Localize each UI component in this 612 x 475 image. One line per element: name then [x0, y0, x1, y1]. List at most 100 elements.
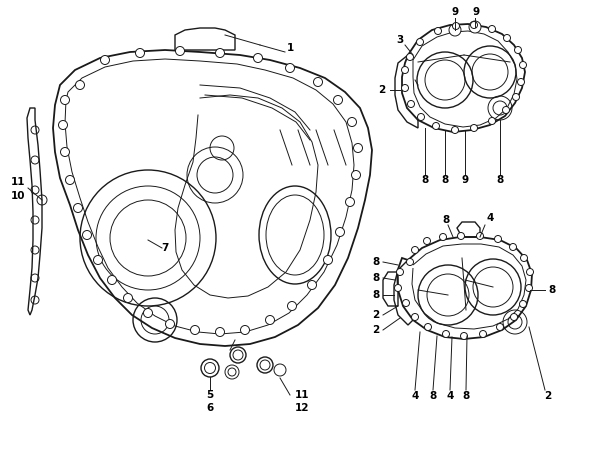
Circle shape	[411, 247, 419, 254]
Circle shape	[435, 28, 441, 35]
Text: 2: 2	[372, 325, 379, 335]
Circle shape	[401, 85, 408, 92]
Circle shape	[346, 198, 354, 207]
Circle shape	[433, 123, 439, 130]
Circle shape	[395, 285, 401, 292]
Circle shape	[411, 314, 419, 321]
Circle shape	[286, 64, 294, 73]
Circle shape	[417, 38, 424, 46]
Circle shape	[488, 117, 496, 124]
Circle shape	[108, 276, 116, 285]
Text: 7: 7	[162, 243, 169, 253]
Text: 9: 9	[461, 175, 469, 185]
Circle shape	[215, 48, 225, 57]
Text: 9: 9	[452, 7, 458, 17]
Circle shape	[351, 171, 360, 180]
Circle shape	[442, 331, 449, 338]
Circle shape	[83, 230, 92, 239]
Circle shape	[520, 301, 526, 307]
Text: 2: 2	[545, 391, 551, 401]
Circle shape	[471, 124, 477, 132]
Circle shape	[449, 24, 461, 36]
Text: 2: 2	[372, 310, 379, 320]
Circle shape	[477, 232, 483, 239]
Circle shape	[502, 106, 510, 114]
Circle shape	[425, 323, 431, 331]
Text: 3: 3	[397, 35, 404, 45]
Circle shape	[510, 244, 517, 250]
Circle shape	[165, 320, 174, 329]
Text: 8: 8	[372, 257, 379, 267]
Circle shape	[324, 256, 332, 265]
Circle shape	[494, 236, 501, 243]
Circle shape	[176, 47, 184, 56]
Text: 8: 8	[441, 175, 449, 185]
Circle shape	[288, 302, 296, 311]
Circle shape	[307, 281, 316, 289]
Circle shape	[73, 203, 83, 212]
Text: 8: 8	[430, 391, 436, 401]
Circle shape	[241, 325, 250, 334]
Circle shape	[520, 255, 528, 262]
Circle shape	[458, 232, 465, 239]
Circle shape	[417, 114, 425, 121]
Circle shape	[518, 78, 524, 86]
Circle shape	[526, 285, 532, 292]
Circle shape	[406, 54, 414, 60]
Circle shape	[65, 175, 75, 184]
Circle shape	[94, 256, 102, 265]
Circle shape	[215, 327, 225, 336]
Text: 11: 11	[11, 177, 25, 187]
Circle shape	[439, 234, 447, 240]
Circle shape	[469, 21, 481, 33]
Circle shape	[460, 332, 468, 340]
Text: 6: 6	[206, 403, 214, 413]
Circle shape	[504, 35, 510, 41]
Text: 12: 12	[295, 403, 309, 413]
Circle shape	[510, 314, 518, 321]
Circle shape	[512, 94, 520, 101]
Circle shape	[253, 54, 263, 63]
Circle shape	[515, 47, 521, 54]
Circle shape	[61, 148, 70, 156]
Text: 8: 8	[496, 175, 504, 185]
Circle shape	[75, 80, 84, 89]
Circle shape	[354, 143, 362, 152]
Text: 5: 5	[206, 390, 214, 400]
Circle shape	[452, 126, 458, 133]
Circle shape	[124, 294, 133, 303]
Circle shape	[348, 117, 357, 126]
Text: 8: 8	[463, 391, 469, 401]
Text: 4: 4	[411, 391, 419, 401]
Circle shape	[496, 323, 504, 331]
Circle shape	[408, 101, 414, 107]
Circle shape	[403, 300, 409, 306]
Circle shape	[479, 331, 487, 338]
Circle shape	[526, 268, 534, 276]
Circle shape	[452, 22, 460, 29]
Circle shape	[397, 268, 403, 276]
Circle shape	[135, 48, 144, 57]
Text: 8: 8	[442, 215, 450, 225]
Text: 9: 9	[472, 7, 480, 17]
Circle shape	[334, 95, 343, 104]
Circle shape	[61, 95, 70, 104]
Text: 8: 8	[372, 273, 379, 283]
Circle shape	[424, 238, 430, 245]
Circle shape	[471, 21, 477, 28]
Circle shape	[59, 121, 67, 130]
Text: 8: 8	[548, 285, 556, 295]
Circle shape	[335, 228, 345, 237]
Text: 4: 4	[446, 391, 453, 401]
Circle shape	[143, 308, 152, 317]
Circle shape	[401, 66, 408, 74]
Circle shape	[313, 77, 323, 86]
Text: 11: 11	[295, 390, 309, 400]
Text: 2: 2	[378, 85, 386, 95]
Text: 4: 4	[487, 213, 494, 223]
Circle shape	[100, 56, 110, 65]
Circle shape	[266, 315, 275, 324]
Text: 8: 8	[372, 290, 379, 300]
Text: 10: 10	[11, 191, 25, 201]
Text: 1: 1	[286, 43, 294, 53]
